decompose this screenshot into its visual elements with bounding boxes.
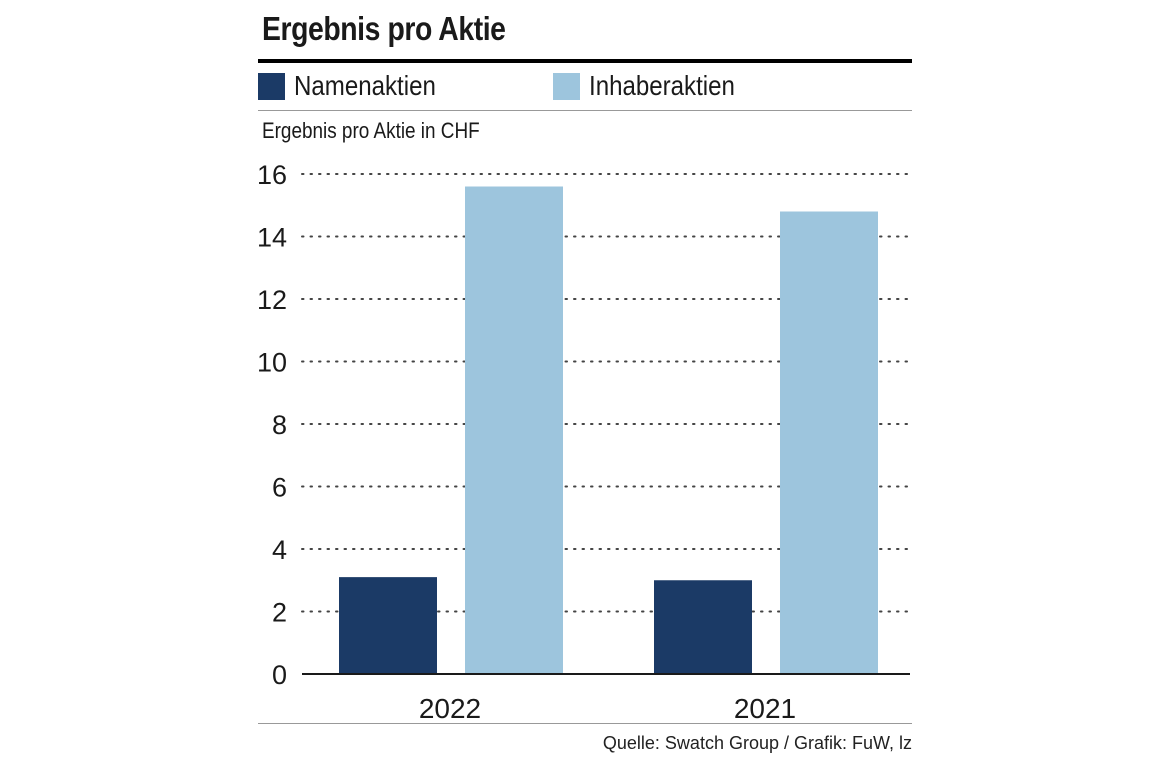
y-tick-label-12: 12 xyxy=(257,285,287,315)
footer-rule xyxy=(258,723,912,724)
x-tick-label-2021: 2021 xyxy=(734,693,796,724)
legend-label-inhaberaktien: Inhaberaktien xyxy=(589,70,735,101)
y-tick-label-0: 0 xyxy=(272,660,287,690)
y-axis-label: Ergebnis pro Aktie in CHF xyxy=(262,118,480,143)
legend: Namenaktien Inhaberaktien xyxy=(258,68,912,108)
title-rule xyxy=(258,59,912,63)
legend-swatch-inhaberaktien xyxy=(553,72,580,100)
legend-rule xyxy=(258,110,912,111)
legend-item-namenaktien: Namenaktien xyxy=(258,70,459,102)
x-tick-label-2022: 2022 xyxy=(419,693,481,724)
source-note: Quelle: Swatch Group / Grafik: FuW, lz xyxy=(602,733,912,753)
bar-namenaktien-2021 xyxy=(654,580,752,674)
y-tick-label-4: 4 xyxy=(272,535,287,565)
chart-title: Ergebnis pro Aktie xyxy=(262,10,506,47)
y-tick-label-8: 8 xyxy=(272,410,287,440)
y-tick-label-2: 2 xyxy=(272,598,287,628)
y-tick-label-10: 10 xyxy=(257,348,287,378)
legend-item-inhaberaktien: Inhaberaktien xyxy=(553,70,759,102)
legend-swatch-namenaktien xyxy=(258,72,285,100)
bar-namenaktien-2022 xyxy=(339,577,437,674)
y-tick-label-6: 6 xyxy=(272,473,287,503)
y-tick-label-14: 14 xyxy=(257,223,287,253)
legend-label-namenaktien: Namenaktien xyxy=(294,70,436,101)
bar-inhaberaktien-2022 xyxy=(465,186,563,674)
bar-inhaberaktien-2021 xyxy=(780,211,878,674)
y-tick-label-16: 16 xyxy=(257,160,287,190)
